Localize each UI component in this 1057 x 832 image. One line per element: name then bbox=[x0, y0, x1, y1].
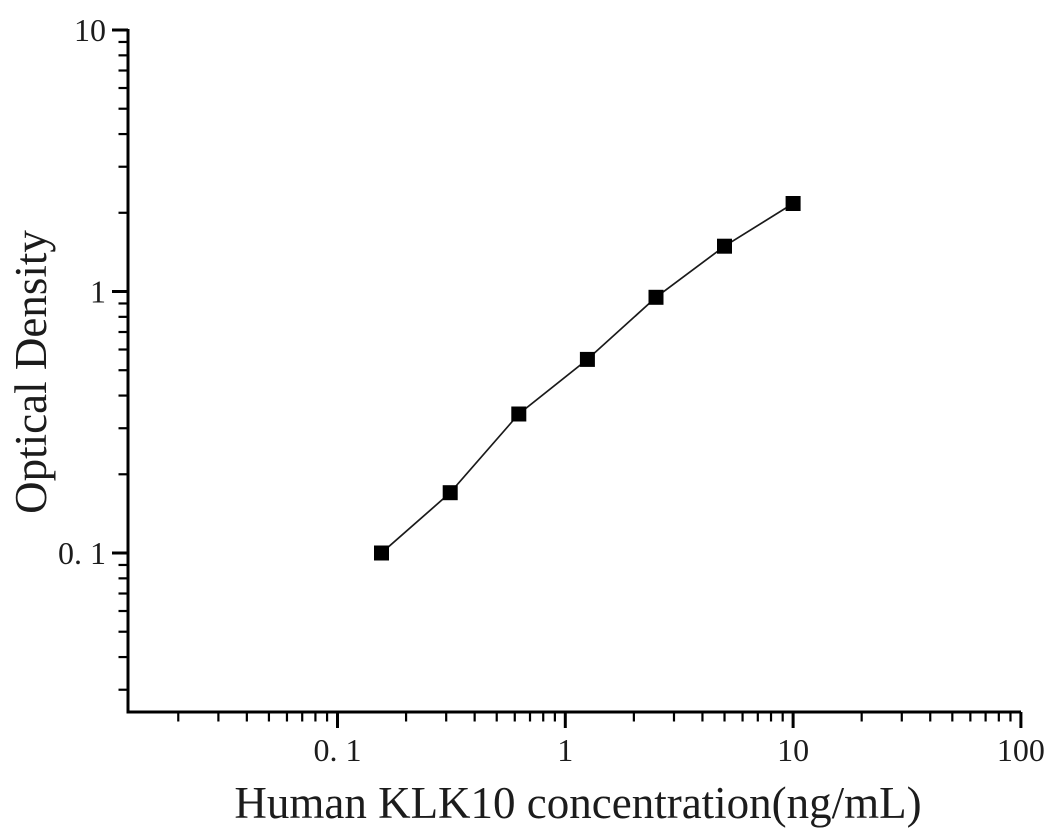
x-tick-label: 0. 1 bbox=[314, 732, 362, 768]
axis-spines bbox=[126, 29, 1021, 714]
y-tick-label: 1 bbox=[90, 274, 106, 310]
data-point-marker bbox=[442, 485, 458, 501]
x-tick-label: 10 bbox=[777, 732, 809, 768]
data-point-marker bbox=[511, 406, 527, 422]
data-point-marker bbox=[648, 289, 664, 305]
data-point-marker bbox=[717, 238, 732, 254]
data-point-marker bbox=[579, 351, 595, 367]
y-axis-title: Optical Density bbox=[6, 230, 56, 514]
axis-ticks bbox=[112, 28, 1023, 728]
data-series bbox=[374, 196, 801, 561]
y-tick-label: 0. 1 bbox=[58, 535, 106, 571]
tick-labels: 0. 1 1 10 100 0. 1 1 10 bbox=[58, 12, 1045, 768]
x-tick-label: 100 bbox=[997, 732, 1045, 768]
standard-curve-line bbox=[380, 202, 794, 554]
axes bbox=[126, 29, 1021, 714]
data-point-marker bbox=[785, 196, 801, 211]
x-tick-label: 1 bbox=[557, 732, 573, 768]
y-tick-label: 10 bbox=[74, 12, 106, 48]
x-axis-title: Human KLK10 concentration(ng/mL) bbox=[234, 778, 921, 828]
data-point-marker bbox=[374, 545, 389, 561]
